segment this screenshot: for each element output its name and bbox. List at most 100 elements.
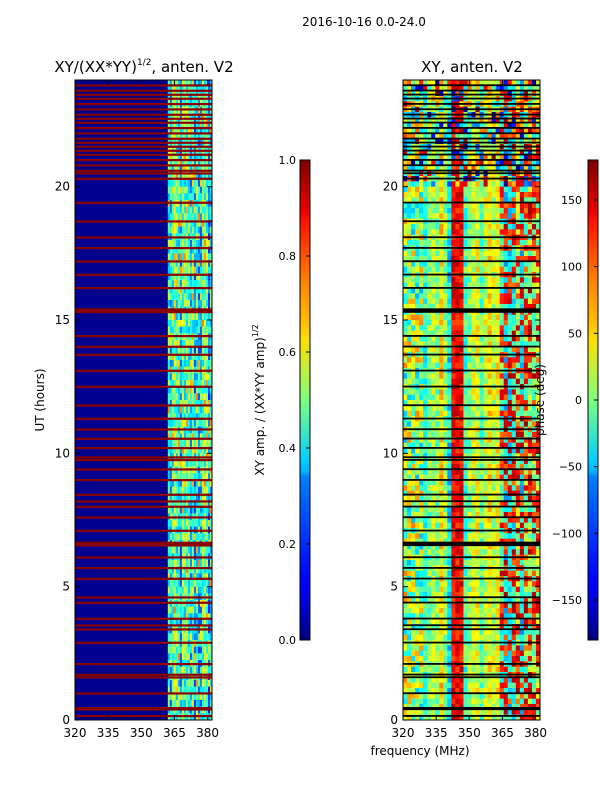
phase-cell	[503, 261, 509, 268]
phase-cell	[423, 464, 428, 470]
phase-cell	[419, 480, 424, 486]
phase-cell	[511, 453, 517, 460]
phase-cell	[475, 474, 481, 481]
phase-cell	[475, 410, 481, 417]
phase-cell	[503, 421, 509, 428]
phase-cell	[507, 128, 513, 134]
phase-cell	[463, 229, 469, 236]
phase-cell	[407, 213, 412, 220]
amplitude-cell	[181, 160, 185, 168]
phase-cell	[491, 197, 497, 204]
amplitude-cell	[181, 206, 185, 214]
phase-cell	[515, 128, 521, 134]
phase-cell	[487, 138, 493, 145]
amplitude-cell	[191, 440, 195, 448]
amplitude-cell	[169, 180, 173, 188]
phase-cell	[483, 437, 489, 444]
amplitude-cell	[203, 266, 207, 274]
phase-cell	[531, 330, 537, 337]
phase-cell	[499, 464, 505, 470]
phase-cell	[495, 357, 501, 364]
amplitude-cell	[199, 460, 203, 468]
amplitude-cell	[203, 180, 207, 188]
amplitude-cell	[203, 686, 207, 694]
amplitude-cell	[179, 406, 183, 414]
amplitude-cell	[199, 533, 203, 541]
amplitude-cell	[207, 320, 211, 328]
amplitude-cell	[175, 620, 179, 628]
amplitude-cell	[173, 420, 177, 428]
amplitude-cell	[181, 380, 185, 388]
phase-cell	[463, 165, 469, 172]
phase-cell	[475, 282, 481, 289]
phase-cell	[495, 250, 501, 257]
phase-cell	[523, 202, 529, 209]
phase-cell	[523, 122, 529, 129]
phase-cell	[519, 448, 525, 454]
amplitude-cell	[171, 666, 175, 674]
phase-cell	[523, 282, 529, 289]
phase-cell	[511, 149, 517, 156]
phase-cell	[415, 389, 420, 396]
amplitude-flag-row	[75, 149, 212, 152]
amplitude-cell	[177, 266, 181, 274]
phase-cell	[427, 288, 432, 294]
amplitude-cell	[199, 186, 203, 194]
phase-cell	[427, 117, 432, 124]
phase-cell	[459, 469, 465, 476]
phase-cell	[431, 80, 436, 86]
phase-cell	[531, 208, 537, 214]
amplitude-cell	[207, 240, 211, 248]
phase-cell	[523, 149, 529, 156]
phase-cell	[431, 149, 436, 156]
phase-cell	[443, 186, 448, 193]
phase-cell	[435, 453, 440, 460]
phase-cell	[411, 160, 416, 166]
amplitude-cell	[173, 246, 177, 254]
amplitude-flag-row	[75, 428, 212, 431]
phase-cell	[407, 442, 412, 449]
amplitude-cell	[171, 580, 175, 588]
phase-cell	[443, 181, 448, 188]
phase-cell	[519, 442, 525, 449]
amplitude-cell	[171, 126, 175, 134]
phase-cell	[459, 181, 465, 188]
phase-cell	[531, 282, 537, 289]
amplitude-cell	[181, 446, 185, 454]
phase-cell	[535, 117, 540, 124]
amplitude-cell	[179, 586, 183, 594]
phase-cell	[523, 341, 529, 348]
phase-cell	[471, 320, 477, 326]
amplitude-cell	[181, 440, 185, 448]
amplitude-cell	[205, 373, 209, 381]
amplitude-cell	[169, 693, 173, 701]
amplitude-cell	[177, 280, 181, 288]
phase-cell	[495, 394, 501, 401]
amplitude-cell	[179, 253, 183, 261]
phase-cell	[503, 160, 509, 166]
amplitude-cell	[197, 386, 201, 394]
phase-cell	[483, 405, 489, 412]
phase-cell	[531, 138, 537, 145]
phase-cell	[487, 485, 493, 492]
amplitude-cell	[173, 126, 177, 134]
phase-cell	[503, 464, 509, 470]
phase-cell	[411, 154, 416, 161]
amplitude-cell	[203, 573, 207, 581]
amplitude-cell	[167, 373, 171, 381]
phase-cell	[451, 133, 456, 140]
phase-cell	[427, 469, 432, 476]
phase-cell	[439, 181, 444, 188]
phase-cell	[491, 138, 497, 145]
amplitude-cell	[173, 460, 177, 468]
phase-cell	[467, 133, 473, 140]
phase-cell	[499, 240, 505, 246]
amplitude-flag-row	[75, 596, 212, 599]
phase-cell	[403, 341, 408, 348]
phase-cell	[507, 362, 513, 369]
amplitude-cell	[173, 240, 177, 248]
amplitude-cell	[191, 320, 195, 328]
phase-cell	[439, 405, 444, 412]
phase-cell	[487, 266, 493, 273]
amplitude-cell	[177, 173, 181, 181]
